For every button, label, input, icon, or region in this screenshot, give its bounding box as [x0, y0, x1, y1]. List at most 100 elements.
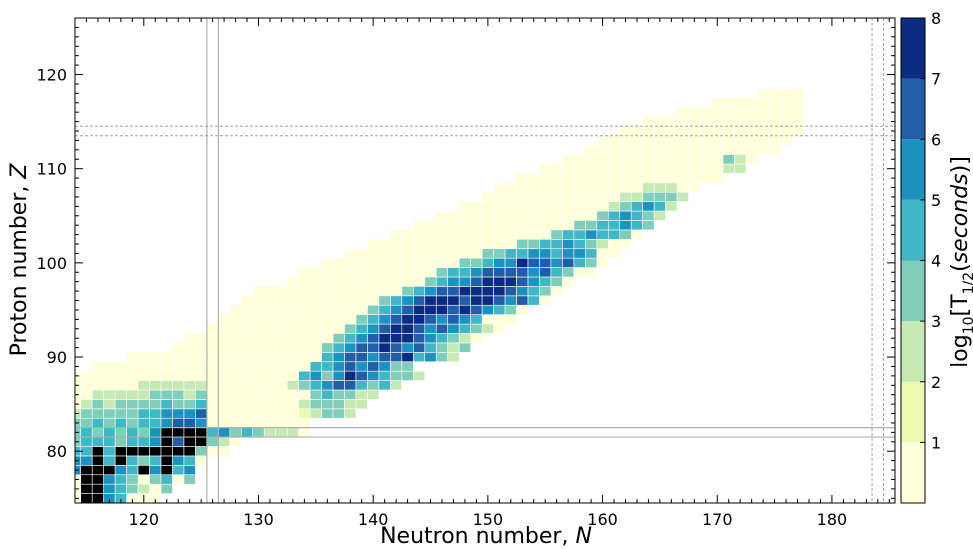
nuclide-cell: [665, 144, 678, 155]
nuclide-cell: [435, 342, 449, 353]
nuclide-cell: [309, 361, 322, 372]
nuclide-cell: [263, 295, 276, 306]
nuclide-cell: [447, 304, 460, 315]
nuclide-cell: [722, 116, 735, 127]
nuclide-cell: [321, 304, 334, 315]
x-axis-label: Neutron number, N: [380, 524, 592, 549]
nuclide-cell: [355, 286, 368, 297]
nuclide-cell: [791, 116, 804, 127]
nuclide-cell: [768, 135, 781, 146]
nuclide-cell: [470, 248, 483, 259]
nuclide-cell: [516, 304, 529, 315]
nuclide-cell: [286, 380, 299, 391]
nuclide-cell: [585, 229, 598, 240]
nuclide-cell: [321, 399, 334, 410]
nuclide-cell: [424, 267, 437, 278]
nuclide-cell: [516, 267, 529, 278]
nuclide-cell: [355, 276, 368, 287]
nuclide-cell: [401, 286, 414, 297]
nuclide-cell: [493, 201, 506, 212]
nuclide-cell: [424, 323, 437, 334]
nuclide-cell: [160, 361, 173, 372]
nuclide-cell: [550, 191, 563, 202]
nuclide-cell: [630, 135, 643, 146]
nuclide-cell: [550, 276, 563, 287]
nuclide-cell: [160, 399, 173, 410]
nuclide-cell: [722, 163, 735, 174]
nuclide-cell: [195, 427, 208, 438]
nuclide-cell: [642, 191, 655, 202]
nuclide-cell: [286, 399, 299, 410]
nuclide-cell: [263, 427, 276, 438]
colorbar-tick-label: 7: [931, 70, 941, 89]
nuclide-cell: [711, 154, 724, 165]
nuclide-cell: [367, 257, 380, 268]
nuclide-cell: [711, 163, 724, 174]
nuclide-cell: [91, 370, 104, 381]
nuclide-cell: [435, 352, 449, 363]
nuclide-cell: [504, 257, 517, 268]
nuclide-cell: [447, 352, 460, 363]
nuclide-cell: [504, 201, 517, 212]
nuclide-cell: [573, 182, 586, 193]
nuclide-cell: [218, 389, 231, 400]
nuclide-cell: [458, 201, 471, 212]
nuclide-cell: [229, 361, 242, 372]
nuclide-cell: [275, 352, 288, 363]
nuclide-cell: [160, 474, 173, 485]
nuclide-cell: [390, 267, 403, 278]
nuclide-cell: [413, 257, 426, 268]
nuclide-cell: [195, 417, 208, 428]
nuclide-cell: [619, 163, 632, 174]
nuclide-cell: [413, 248, 426, 259]
nuclide-cell: [332, 399, 345, 410]
nuclide-cell: [367, 342, 380, 353]
nuclide-cell: [240, 427, 254, 438]
nuclide-cell: [734, 107, 747, 118]
nuclide-cell: [424, 314, 437, 325]
nuclide-cell: [229, 436, 242, 447]
nuclide-cell: [114, 408, 127, 419]
nuclide-cell: [481, 276, 494, 287]
nuclide-cell: [183, 370, 196, 381]
nuclide-cell: [103, 389, 116, 400]
nuclide-cell: [665, 191, 678, 202]
nuclide-cell: [344, 352, 357, 363]
nuclide-cell: [688, 173, 701, 184]
nuclide-cell: [527, 267, 540, 278]
nuclide-cell: [172, 399, 185, 410]
nuclide-cell: [172, 342, 185, 353]
nuclide-cell: [91, 399, 104, 410]
nuclide-cell: [367, 248, 380, 259]
nuclide-cell: [229, 389, 242, 400]
nuclide-cell: [149, 361, 162, 372]
nuclide-cell: [424, 248, 437, 259]
nuclide-cell: [458, 286, 471, 297]
nuclide-cell: [103, 408, 116, 419]
nuclide-cell: [630, 220, 643, 231]
nuclide-cell: [401, 304, 414, 315]
nuclide-cell: [447, 220, 460, 231]
nuclide-cell: [183, 455, 196, 466]
nuclide-cell: [275, 361, 288, 372]
nuclide-cell: [642, 201, 655, 212]
nuclide-cell: [493, 314, 506, 325]
nuclide-cell: [206, 342, 219, 353]
nuclide-cell: [596, 144, 609, 155]
nuclide-cell: [413, 352, 426, 363]
nuclide-cell: [80, 427, 93, 438]
nuclide-cell: [298, 399, 311, 410]
nuclide-cell: [160, 352, 173, 363]
nuclide-cell: [378, 248, 391, 259]
nuclide-cell: [413, 333, 426, 344]
nuclide-cell: [481, 257, 494, 268]
nuclide-cell: [252, 342, 265, 353]
nuclide-cell: [481, 201, 494, 212]
nuclide-cell: [780, 116, 793, 127]
nuclide-cell: [332, 276, 345, 287]
nuclide-cell: [298, 408, 311, 419]
nuclide-cell: [206, 399, 219, 410]
nuclide-cell: [183, 352, 196, 363]
nuclide-cell: [240, 408, 254, 419]
nuclide-cell: [263, 389, 276, 400]
